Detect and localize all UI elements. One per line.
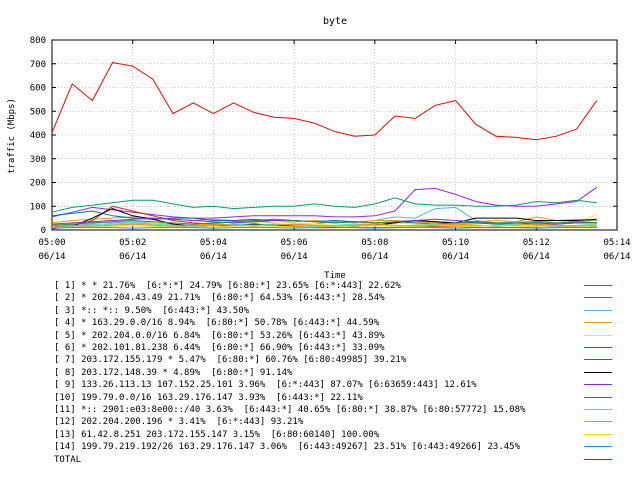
x-tick-date: 06/14 — [442, 252, 469, 262]
x-tick-date: 06/14 — [38, 252, 65, 262]
y-axis-label: traffic (Mbps) — [7, 98, 17, 174]
series-line-15 — [51, 62, 598, 141]
x-tick-date: 06/14 — [281, 252, 308, 262]
series-line-2 — [51, 197, 597, 213]
y-tick-label: 400 — [30, 131, 46, 141]
x-tick-time: 05:10 — [442, 238, 469, 248]
x-tick-time: 05:00 — [38, 238, 65, 248]
x-tick-time: 05:12 — [523, 238, 550, 248]
y-tick-label: 0 — [41, 226, 46, 236]
x-tick-date: 06/14 — [603, 252, 630, 262]
y-tick-label: 700 — [30, 60, 46, 70]
x-axis-label: Time — [324, 271, 346, 281]
x-tick-date: 06/14 — [119, 252, 146, 262]
y-tick-label: 100 — [30, 202, 46, 212]
y-tick-label: 200 — [30, 179, 46, 189]
x-tick-date: 06/14 — [200, 252, 227, 262]
y-tick-label: 500 — [30, 107, 46, 117]
x-tick-date: 06/14 — [361, 252, 388, 262]
axes: 0 100 200 300 400 500 600 700 800 05:00 06/14 05:02… — [30, 36, 631, 262]
y-tick-label: 800 — [30, 36, 46, 46]
series-line-1 — [51, 186, 598, 219]
x-tick-time: 05:06 — [281, 238, 308, 248]
y-tick-label: 600 — [30, 84, 46, 94]
series-line-14 — [51, 226, 597, 229]
series-line-3 — [51, 206, 597, 227]
x-tick-time: 05:14 — [603, 238, 630, 248]
y-tick-label: 300 — [30, 155, 46, 165]
x-tick-time: 05:08 — [361, 238, 388, 248]
series-line-10 — [51, 218, 597, 226]
x-tick-date: 06/14 — [523, 252, 550, 262]
chart-title: byte — [323, 16, 347, 27]
x-tick-time: 05:02 — [119, 238, 146, 248]
series-group — [51, 62, 598, 230]
x-tick-time: 05:04 — [200, 238, 227, 248]
